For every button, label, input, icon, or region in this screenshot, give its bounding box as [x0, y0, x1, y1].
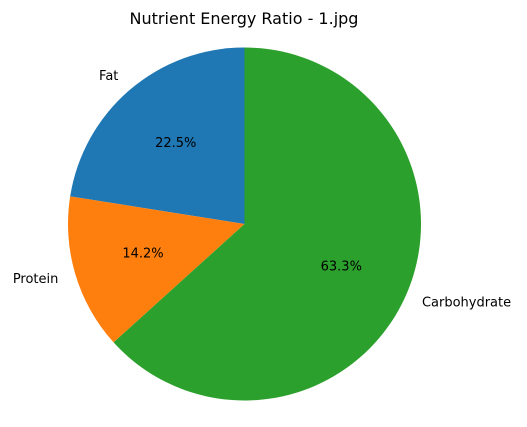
pie-slice-label-carbohydrate: Carbohydrate: [422, 295, 511, 310]
pie-slice-pct-carbohydrate: 63.3%: [321, 259, 362, 274]
pie-slice-pct-protein: 14.2%: [122, 247, 163, 262]
pie-slice-carbohydrate: [113, 47, 421, 401]
pie-slice-protein: [68, 196, 245, 343]
pie-slice-label-protein: Protein: [13, 272, 59, 287]
pie-slice-pct-fat: 22.5%: [155, 136, 196, 151]
pie-slice-fat: [70, 47, 245, 224]
chart-title: Nutrient Energy Ratio - 1.jpg: [130, 9, 359, 28]
pie-slice-label-fat: Fat: [99, 69, 118, 84]
pie-slices: [68, 47, 421, 401]
pie-labels: 22.5% Fat 14.2% Protein 63.3% Carbohydrate: [13, 69, 511, 310]
